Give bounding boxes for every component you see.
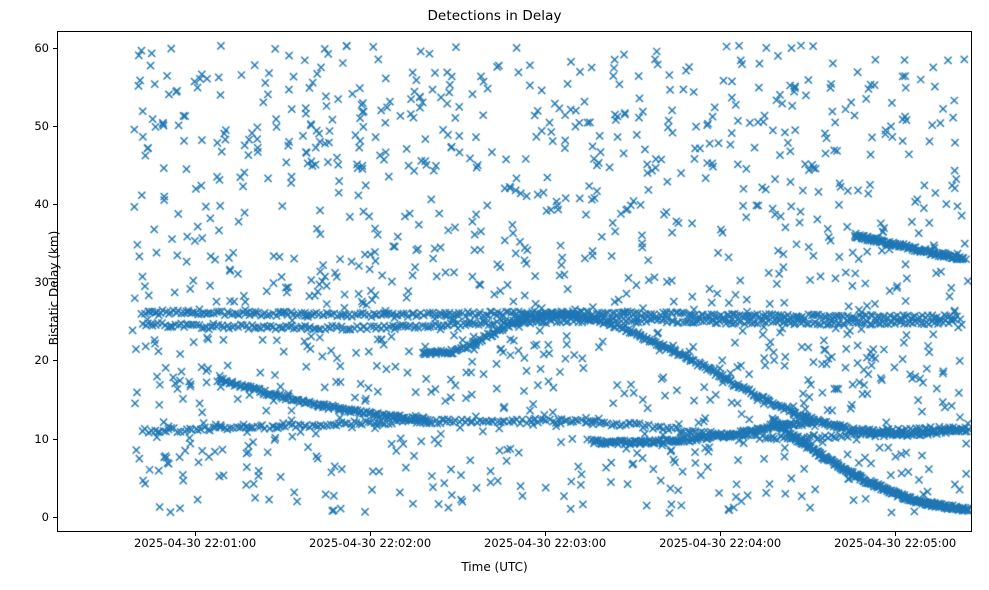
plot-area [57, 31, 972, 532]
x-tick-label: 2025-04-30 22:01:00 [134, 536, 257, 550]
y-tick-label: 0 [41, 509, 49, 524]
x-tick-label: 2025-04-30 22:02:00 [309, 536, 432, 550]
y-tick-label: 30 [34, 275, 49, 290]
x-tick-label: 2025-04-30 22:04:00 [659, 536, 782, 550]
scatter-plot-canvas [58, 32, 971, 531]
x-tick-label: 2025-04-30 22:05:00 [834, 536, 957, 550]
y-tick-label: 40 [34, 197, 49, 212]
x-tick-label: 2025-04-30 22:03:00 [484, 536, 607, 550]
x-tick-mark [370, 532, 372, 536]
y-tick-label: 10 [34, 431, 49, 446]
y-axis-label: Bistatic Delay (km) [47, 230, 61, 346]
y-tick-label: 50 [34, 118, 49, 133]
x-tick-mark [895, 532, 897, 536]
y-tick-label: 20 [34, 353, 49, 368]
x-tick-mark [720, 532, 722, 536]
x-axis-label: Time (UTC) [461, 560, 528, 574]
y-tick-label: 60 [34, 40, 49, 55]
x-tick-mark [545, 532, 547, 536]
chart-title: Detections in Delay [427, 8, 562, 24]
x-tick-mark [195, 532, 197, 536]
